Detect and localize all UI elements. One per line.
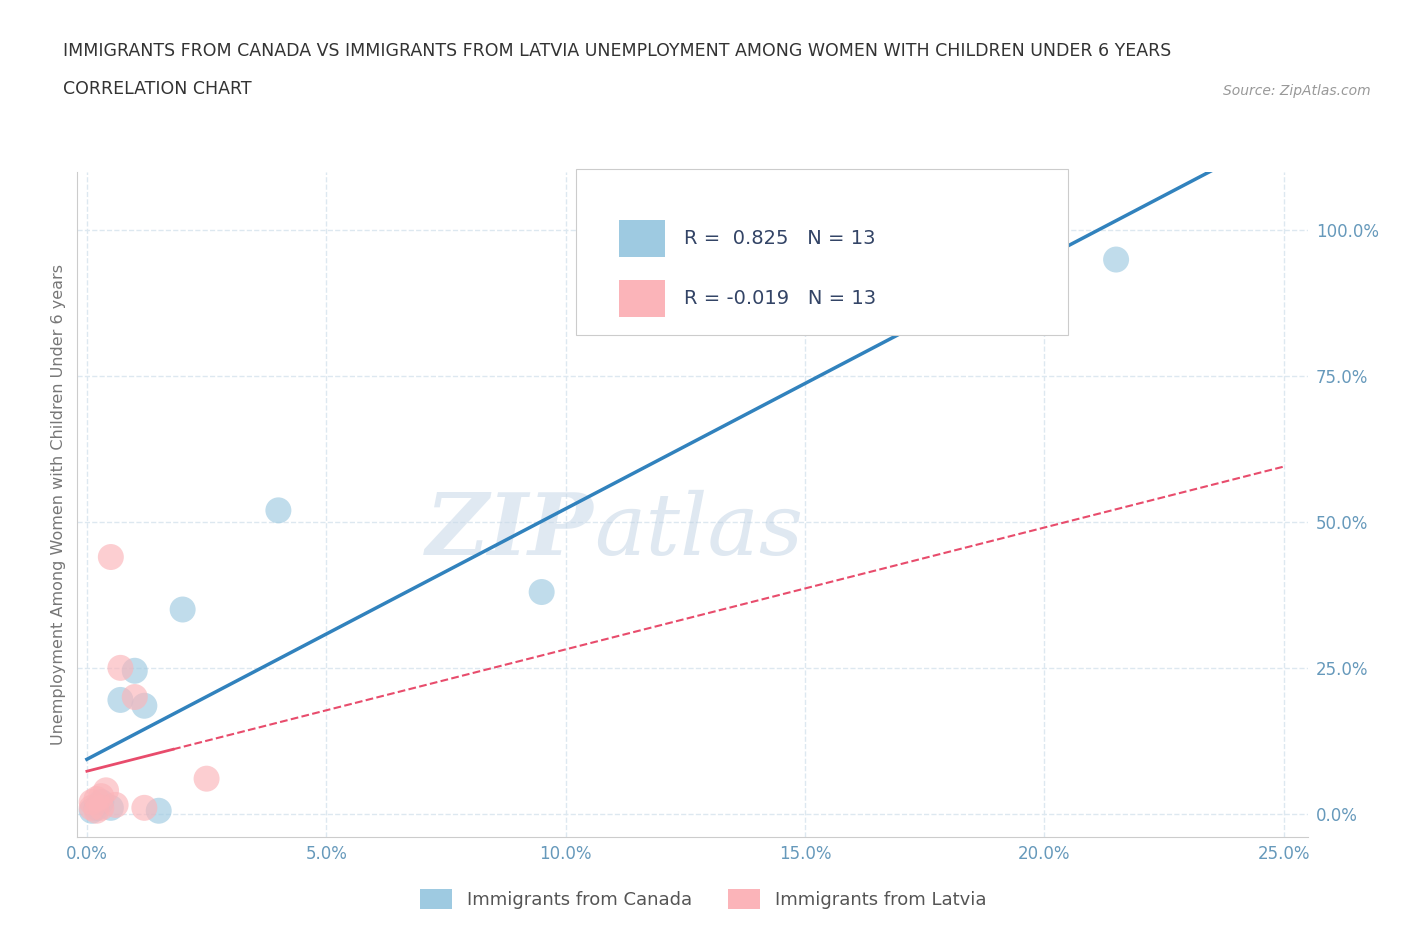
Point	[110, 660, 132, 675]
Legend: Immigrants from Canada, Immigrants from Latvia: Immigrants from Canada, Immigrants from …	[412, 882, 994, 916]
Text: IMMIGRANTS FROM CANADA VS IMMIGRANTS FROM LATVIA UNEMPLOYMENT AMONG WOMEN WITH C: IMMIGRANTS FROM CANADA VS IMMIGRANTS FRO…	[63, 43, 1171, 60]
Point	[124, 663, 146, 678]
Text: atlas: atlas	[595, 490, 803, 573]
Point	[530, 585, 553, 600]
Point	[94, 783, 117, 798]
Point	[86, 791, 108, 806]
Point	[172, 602, 194, 617]
Point	[100, 550, 122, 565]
Point	[195, 771, 218, 786]
Point	[134, 698, 156, 713]
Text: R =  0.825   N = 13: R = 0.825 N = 13	[683, 229, 876, 248]
Text: CORRELATION CHART: CORRELATION CHART	[63, 80, 252, 98]
Point	[90, 801, 112, 816]
Point	[80, 801, 103, 816]
Point	[90, 794, 112, 809]
Y-axis label: Unemployment Among Women with Children Under 6 years: Unemployment Among Women with Children U…	[51, 264, 66, 745]
Point	[1010, 223, 1032, 238]
Point	[86, 804, 108, 818]
Text: R = -0.019   N = 13: R = -0.019 N = 13	[683, 289, 876, 308]
Point	[80, 804, 103, 818]
Point	[148, 804, 170, 818]
Text: ZIP: ZIP	[426, 489, 595, 573]
Point	[100, 801, 122, 816]
Point	[110, 693, 132, 708]
Point	[104, 798, 127, 813]
Point	[124, 689, 146, 704]
Bar	[619, 220, 665, 257]
Point	[134, 801, 156, 816]
Text: Source: ZipAtlas.com: Source: ZipAtlas.com	[1223, 84, 1371, 98]
Point	[1105, 252, 1128, 267]
Point	[267, 503, 290, 518]
Point	[80, 794, 103, 809]
Point	[86, 801, 108, 816]
FancyBboxPatch shape	[575, 168, 1067, 335]
Bar	[619, 280, 665, 317]
Point	[90, 789, 112, 804]
